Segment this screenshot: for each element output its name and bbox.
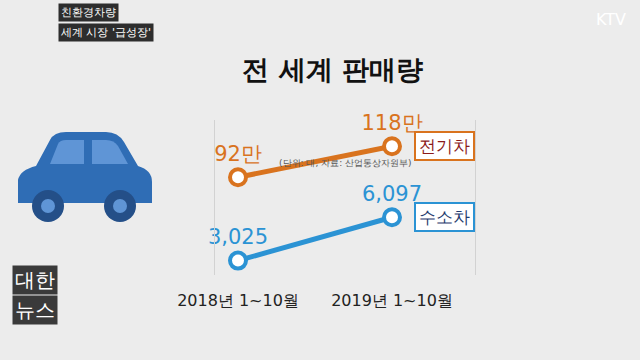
svg-text:3,025: 3,025 [208,225,268,249]
svg-text:뉴스: 뉴스 [15,298,55,322]
svg-text:92만: 92만 [214,142,262,166]
svg-text:대한: 대한 [15,268,55,292]
svg-text:6,097: 6,097 [362,182,422,206]
svg-text:전기차: 전기차 [419,136,470,156]
svg-text:세계 시장 '급성장': 세계 시장 '급성장' [61,26,151,39]
svg-text:수소차: 수소차 [419,207,470,227]
svg-text:(단위: 대, 자료: 산업통상자원부): (단위: 대, 자료: 산업통상자원부) [279,158,412,168]
svg-text:KTV: KTV [596,10,626,29]
svg-text:2019년 1~10월: 2019년 1~10월 [331,291,453,310]
svg-text:118만: 118만 [361,111,422,135]
svg-text:친환경차량: 친환경차량 [61,6,116,19]
svg-text:2018년 1~10월: 2018년 1~10월 [177,291,299,310]
svg-text:전 세계 판매량: 전 세계 판매량 [242,54,423,85]
